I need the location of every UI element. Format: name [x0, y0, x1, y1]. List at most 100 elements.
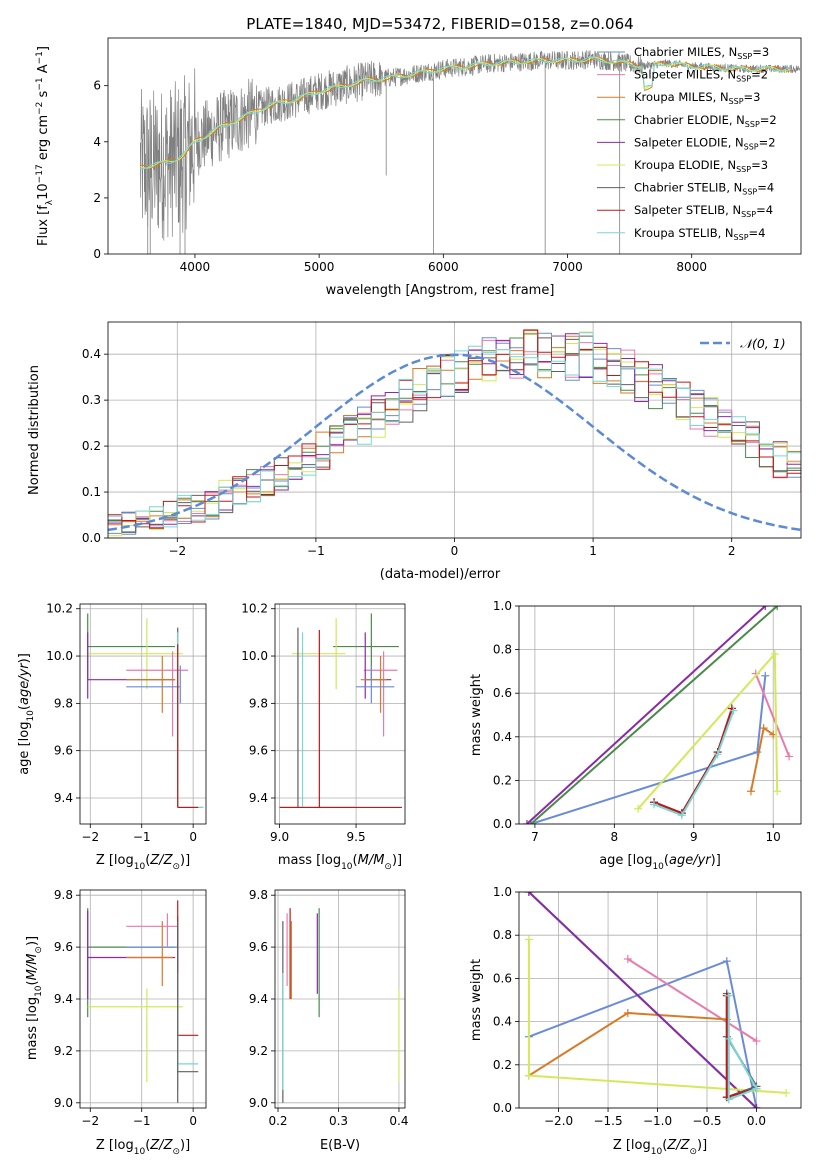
mass-vs-ebv-tick-label-y: 9.0	[249, 1096, 268, 1110]
residuals-tick-label-y: 0.4	[82, 347, 101, 361]
weight-line-kroupa_stelib	[653, 710, 735, 817]
legend-label-kroupa_miles: Kroupa MILES, NSSP=3	[634, 90, 760, 106]
residuals-ylabel: Normed distribution	[27, 365, 42, 495]
age-vs-Z-tick-label-y: 9.8	[54, 696, 73, 710]
weight-vs-age-tick-label-y: 0.8	[493, 643, 512, 657]
weight-vs-Z-ylabel: mass weight	[469, 959, 484, 1041]
mass-vs-Z-tick-label-y: 9.2	[54, 1044, 73, 1058]
mass-vs-ebv-tick-label-x: 0.4	[389, 1114, 408, 1128]
legend-label-salpeter_elodie: Salpeter ELODIE, NSSP=2	[634, 135, 776, 151]
mass-vs-ebv-tick-label-x: 0.3	[329, 1114, 348, 1128]
age-vs-mass-tick-label-y: 10.2	[241, 602, 268, 616]
mass-vs-Z-axes	[80, 890, 206, 1108]
weight-marker-kroupa_stelib	[724, 991, 733, 1000]
weight-line-kroupa_miles	[750, 726, 774, 792]
weight-vs-Z-tick-label-y: 0.2	[493, 1058, 512, 1072]
age-vs-mass-plot-area	[279, 613, 402, 809]
mass-vs-Z-tick-label-x: 0	[189, 1114, 197, 1128]
age-vs-Z-tick-label-x: 0	[189, 830, 197, 844]
age-vs-Z-spine	[79, 603, 207, 825]
age-vs-mass-tick-label-y: 9.4	[249, 791, 268, 805]
weight-marker-kroupa_miles	[623, 1008, 632, 1017]
spectrum-frame: 4000 5000 6000 7000 8000 0 2 4 6 Chabrier MILES, …	[35, 37, 802, 298]
spectrum-tick-label-x: 7000	[552, 260, 583, 274]
age-vs-Z-tick-label-y: 10.0	[46, 649, 73, 663]
weight-marker-salpeter_miles	[785, 752, 794, 761]
legend-label-normal: 𝒩(0, 1)	[740, 336, 786, 351]
weight-line-kroupa_stelib	[727, 995, 758, 1101]
weight-marker-kroupa_miles	[759, 724, 768, 733]
mass-vs-Z-tick-label-y: 9.6	[54, 940, 73, 954]
age-vs-mass-spine	[274, 603, 406, 825]
residuals-tick-label-x: −1	[307, 544, 325, 558]
weight-marker-kroupa_miles	[746, 787, 755, 796]
residuals-frame: −2 −1 0 1 2 0.0 0.1 0.2 0.3 0.4 𝒩(0, 1) (data-model…	[27, 321, 802, 582]
age-vs-mass-tick-label-x: 9.5	[347, 830, 366, 844]
mass-vs-ebv-plot-area	[282, 908, 400, 1103]
spectrum-axes	[139, 50, 801, 254]
residuals-tick-label-x: 0	[451, 544, 459, 558]
spectrum-legend: Chabrier MILES, NSSP=3 Salpeter MILES, NS…	[597, 45, 777, 242]
age-vs-Z-tick-label-x: −1	[133, 830, 151, 844]
mass-vs-ebv-frame: 0.2 0.3 0.4 9.0 9.2 9.4 9.6 9.8 E(B-V)	[249, 888, 409, 1153]
mass-vs-ebv-tick-label-y: 9.4	[249, 992, 268, 1006]
legend-label-salpeter_stelib: Salpeter STELIB, NSSP=4	[634, 203, 773, 219]
normal-curve	[108, 353, 801, 532]
weight-vs-age-xlabel: age [log10(age/yr)]	[599, 853, 721, 872]
weight-line-salpeter_stelib	[653, 708, 733, 815]
weight-marker-kroupa_elodie	[524, 1071, 533, 1080]
weight-vs-Z-tick-label-x: −1.0	[643, 1114, 672, 1128]
weight-vs-Z-tick-label-x: 0.0	[747, 1114, 766, 1128]
age-vs-Z-tick-label-y: 10.2	[46, 602, 73, 616]
weight-marker-chabrier_miles	[761, 671, 770, 680]
mass-vs-Z-tick-label-y: 9.4	[54, 992, 73, 1006]
weight-marker-salpeter_miles	[752, 1037, 761, 1046]
figure-title: PLATE=1840, MJD=53472, FIBERID=0158, z=0…	[246, 15, 633, 33]
legend-label-chabrier_stelib: Chabrier STELIB, NSSP=4	[634, 181, 774, 197]
legend-label-kroupa_stelib: Kroupa STELIB, NSSP=4	[634, 226, 765, 242]
mass-vs-ebv-xlabel: E(B-V)	[320, 1138, 360, 1153]
spectrum-tick-label-y: 2	[93, 191, 101, 205]
spectrum-xlabel: wavelength [Angstrom, rest frame]	[326, 283, 555, 298]
residuals-tick-label-y: 0.2	[82, 439, 101, 453]
weight-vs-Z-tick-label-y: 0.4	[493, 1015, 512, 1029]
spectrum-model-line	[140, 56, 792, 169]
spectrum-tick-label-y: 6	[93, 79, 101, 93]
weight-vs-Z-axes	[519, 891, 801, 1109]
weight-marker-kroupa_stelib	[713, 750, 722, 759]
weight-vs-Z-tick-label-y: 0.8	[493, 928, 512, 942]
age-vs-Z-tick-label-y: 9.6	[54, 744, 73, 758]
weight-vs-Z-tick-label-y: 0.6	[493, 971, 512, 985]
residual-hist-kroupa_stelib	[108, 332, 801, 528]
weight-vs-Z-tick-label-y: 0.0	[493, 1101, 512, 1115]
weight-marker-salpeter_elodie	[522, 820, 531, 824]
weight-marker-kroupa_stelib	[724, 1095, 733, 1104]
weight-line-salpeter_miles	[754, 673, 791, 757]
residuals-tick-label-x: 1	[589, 544, 597, 558]
age-vs-mass-tick-label-x: 9.0	[270, 830, 289, 844]
weight-marker-salpeter_elodie	[524, 892, 533, 896]
mass-vs-ebv-tick-label-y: 9.2	[249, 1044, 268, 1058]
mass-vs-Z-xlabel: Z [log10(Z/Z⊙)]	[96, 1138, 190, 1157]
spectrum-tick-label-y: 0	[93, 247, 101, 261]
legend-label-salpeter_miles: Salpeter MILES, NSSP=2	[634, 68, 768, 84]
spectrum-tick-label-x: 4000	[180, 260, 211, 274]
spectrum-plot-area	[139, 50, 801, 254]
mass-vs-Z-tick-label-x: −1	[133, 1114, 151, 1128]
weight-marker-kroupa_elodie	[634, 804, 643, 813]
weight-line-chabrier_elodie	[530, 606, 778, 824]
weight-marker-chabrier_elodie	[773, 606, 782, 610]
weight-vs-Z-xlabel: Z [log10(Z/Z⊙)]	[613, 1138, 707, 1157]
weight-vs-age-spine	[518, 605, 802, 825]
age-vs-mass-tick-label-y: 9.8	[249, 696, 268, 710]
age-vs-Z-tick-label-y: 9.4	[54, 791, 73, 805]
age-vs-Z-ylabel: age [log10(age/yr)]	[17, 653, 36, 775]
residuals-xlabel: (data-model)/error	[380, 567, 501, 582]
weight-vs-age-frame: 7 8 9 10 0.0 0.2 0.4 0.6 0.8 1.0 age [log10(age/yr…	[469, 599, 802, 872]
mass-vs-ebv-tick-label-y: 9.6	[249, 940, 268, 954]
age-vs-Z-xlabel: Z [log10(Z/Z⊙)]	[96, 853, 190, 872]
mass-vs-Z-tick-label-y: 9.8	[54, 888, 73, 902]
residuals-axes	[108, 322, 801, 539]
age-vs-Z-frame: −2 −1 0 9.4 9.6 9.8 10.0 10.2 Z [log10(Z/Z⊙)] age…	[17, 602, 207, 872]
